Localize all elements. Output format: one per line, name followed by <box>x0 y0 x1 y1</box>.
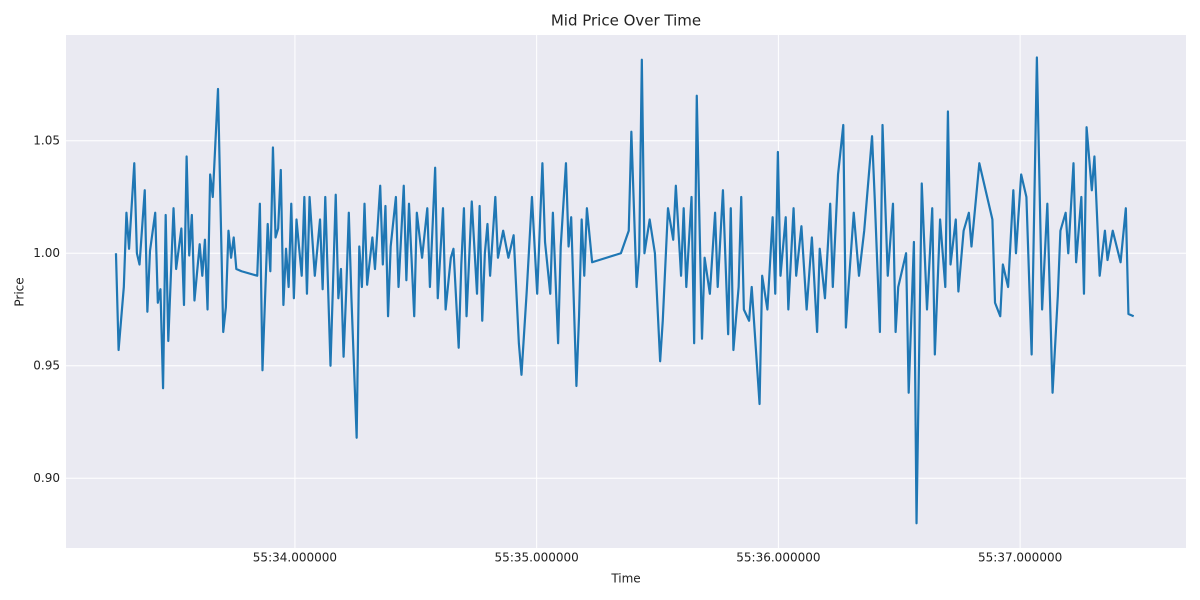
x-axis-label: Time <box>610 572 640 586</box>
y-tick-label: 1.00 <box>33 246 60 260</box>
plot-area <box>66 35 1186 548</box>
y-tick-label: 0.90 <box>33 471 60 485</box>
x-tick-label: 55:34.000000 <box>253 551 337 565</box>
y-axis-label: Price <box>13 277 27 306</box>
x-tick-label: 55:36.000000 <box>736 551 820 565</box>
x-tick-label: 55:35.000000 <box>495 551 579 565</box>
y-tick-label: 0.95 <box>33 358 60 372</box>
price-line <box>114 56 1135 525</box>
chart-title: Mid Price Over Time <box>551 12 701 30</box>
x-tick-label: 55:37.000000 <box>978 551 1062 565</box>
y-tick-label: 1.05 <box>33 133 60 147</box>
